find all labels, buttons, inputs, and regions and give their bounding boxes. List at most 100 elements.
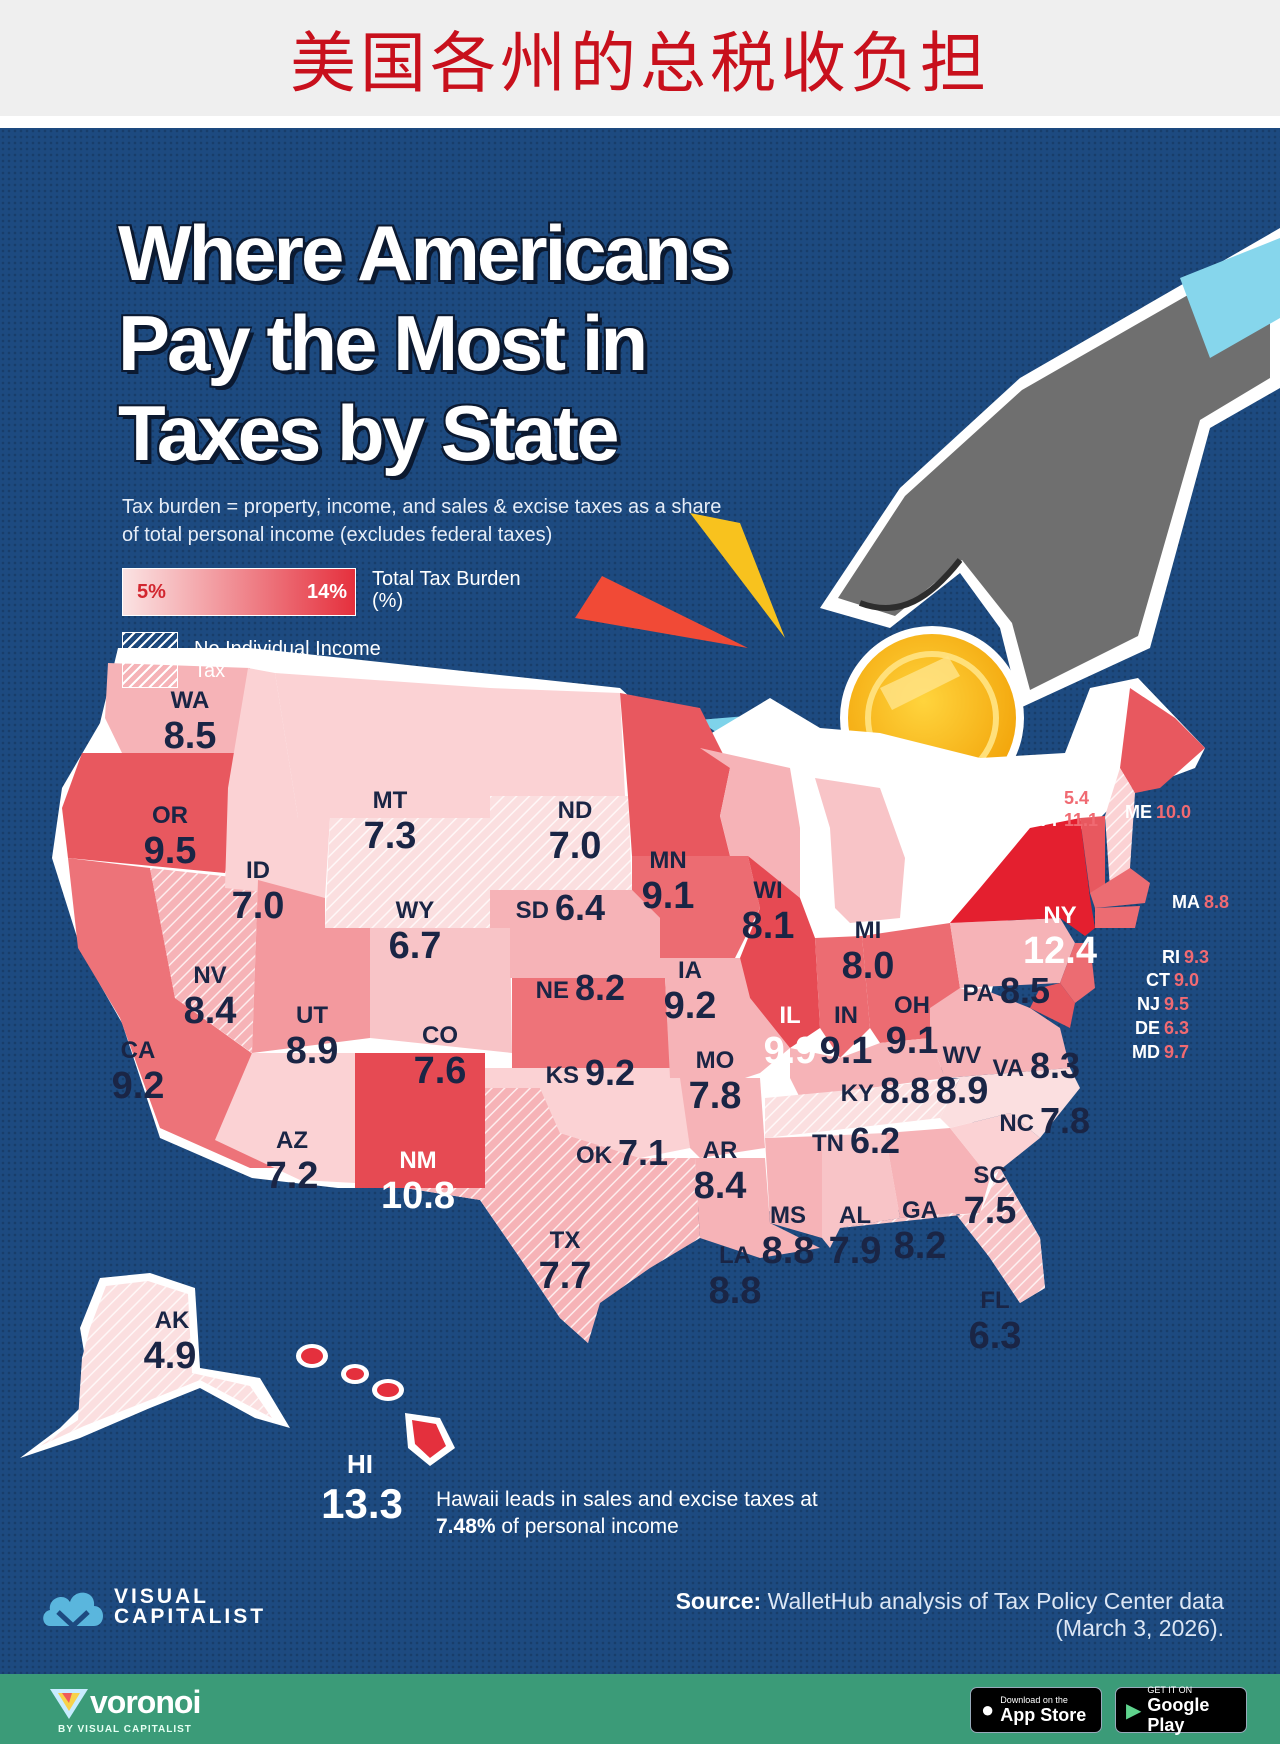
state-value-nd: 7.0: [549, 825, 602, 867]
state-value-nj: 9.5: [1164, 994, 1189, 1014]
headline-line-2: Pay the Most in: [118, 299, 648, 387]
state-abbr-ca: CA: [121, 1037, 156, 1064]
state-abbr-mt: MT: [373, 787, 408, 814]
state-ny-region: [950, 818, 1095, 936]
state-abbr-mn: MN: [649, 847, 686, 874]
state-abbr-md: MD: [1132, 1042, 1160, 1062]
state-ct-ri-region: [1095, 906, 1140, 928]
state-abbr-mi: MI: [855, 917, 882, 944]
state-abbr-de: DE: [1135, 1018, 1160, 1038]
state-value-tx: 7.7: [539, 1255, 592, 1297]
state-ne-region: [490, 890, 665, 978]
state-value-ia: 9.2: [664, 985, 717, 1027]
state-abbr-hi: HI: [347, 1449, 373, 1479]
legend-color-scale: 5% 14%: [122, 568, 356, 616]
hand-illustration: [820, 228, 1280, 708]
legend-max-label: 14%: [306, 581, 347, 603]
state-md-de-region: [1030, 983, 1075, 1028]
state-abbr-sc: SC: [973, 1162, 1006, 1189]
state-wy-hatch: [325, 818, 490, 928]
state-fl-hatch: [840, 1168, 1045, 1303]
state-value-pa: 8.5: [1000, 970, 1050, 1011]
googleplay-big-text: Google Play: [1147, 1695, 1210, 1735]
state-abbr-nc: NC: [999, 1110, 1034, 1137]
state-value-nm: 10.8: [381, 1175, 455, 1217]
app-store-button[interactable]: ● Download on the App Store: [970, 1687, 1102, 1733]
state-abbr-ny: NY: [1043, 902, 1076, 929]
state-ms-region: [765, 1136, 822, 1238]
state-abbr-il: IL: [779, 1002, 800, 1029]
state-value-va: 8.3: [1030, 1045, 1080, 1086]
state-value-wa: 8.5: [164, 715, 217, 757]
state-value-il: 9.9: [764, 1030, 817, 1072]
state-value-oh: 9.1: [886, 1020, 939, 1062]
chinese-title-banner: 美国各州的总税收负担: [0, 0, 1280, 116]
vc-line-2: CAPITALIST: [114, 1605, 267, 1628]
state-abbr-va: VA: [992, 1055, 1024, 1082]
state-value-ut: 8.9: [286, 1030, 339, 1072]
state-ia-region: [632, 856, 760, 958]
state-ut-region: [252, 880, 370, 1053]
state-id-region: [225, 668, 330, 898]
state-tn-hatch: [765, 1078, 960, 1138]
state-abbr-ne: NE: [536, 977, 569, 1004]
state-abbr-ga: GA: [902, 1197, 938, 1224]
state-abbr-ar: AR: [703, 1137, 738, 1164]
state-abbr-or: OR: [152, 802, 188, 829]
note-prefix: Hawaii leads in sales and excise taxes a…: [436, 1488, 818, 1511]
state-abbr-sd: SD: [516, 897, 549, 924]
state-sd-hatch: [490, 796, 632, 890]
state-mt-region: [275, 673, 490, 818]
state-value-la: 8.8: [709, 1270, 762, 1312]
state-ar-region: [680, 1078, 765, 1158]
google-play-button[interactable]: ▶ GET IT ON Google Play: [1115, 1685, 1247, 1735]
state-abbr-ut: UT: [296, 1002, 328, 1029]
state-value-mn: 9.1: [642, 875, 695, 917]
note-highlight: 7.48%: [436, 1515, 496, 1538]
vc-line-1: VISUAL: [114, 1585, 210, 1608]
state-abbr-nv: NV: [193, 962, 226, 989]
state-value-mi: 8.0: [842, 945, 895, 987]
state-abbr-mo: MO: [696, 1047, 735, 1074]
state-abbr-ms: MS: [770, 1202, 806, 1229]
voronoi-logo[interactable]: voronoi: [48, 1684, 201, 1721]
state-value-ct: 9.0: [1174, 970, 1199, 990]
state-mi-region: [815, 778, 905, 923]
state-nm-region: [355, 1053, 485, 1188]
state-value-ar: 8.4: [694, 1165, 747, 1207]
state-sc-region: [950, 1113, 1040, 1178]
state-abbr-ak: AK: [155, 1307, 190, 1334]
state-value-sd: 6.4: [555, 887, 605, 928]
state-abbr-nj: NJ: [1137, 994, 1160, 1014]
state-al-region: [822, 1133, 900, 1248]
state-abbr-la: LA: [719, 1242, 751, 1269]
state-abbr-ks: KS: [546, 1062, 579, 1089]
state-value-in: 9.1: [820, 1030, 873, 1072]
legend-scale-label: Total Tax Burden (%): [372, 568, 521, 612]
source-credit: Source: WalletHub analysis of Tax Policy…: [664, 1588, 1224, 1642]
state-tx-hatch: [405, 1088, 700, 1343]
state-value-de: 6.3: [1164, 1018, 1189, 1038]
state-wv-region: [930, 988, 990, 1058]
state-abbr-ok: OK: [576, 1142, 613, 1169]
state-la-region: [695, 1158, 820, 1258]
state-labels: WA8.5OR9.5CA9.2NV8.4ID7.0MT7.3WY6.7UT8.9…: [112, 687, 1229, 1527]
state-il-region: [740, 856, 820, 1048]
state-az-region: [215, 1053, 355, 1183]
state-value-co: 7.6: [414, 1050, 467, 1092]
state-ma-region: [1090, 868, 1150, 908]
hawaii-note: Hawaii leads in sales and excise taxes a…: [436, 1486, 856, 1540]
state-or-region: [62, 753, 248, 873]
cloud-logo-icon: [43, 1592, 103, 1630]
state-nj-region: [1060, 943, 1095, 1003]
state-nv-hatch: [150, 868, 258, 1053]
state-abbr-ma: MA: [1172, 892, 1200, 912]
state-value-id: 7.0: [232, 885, 285, 927]
state-abbr-pa: PA: [962, 980, 994, 1007]
alaska: [20, 1273, 290, 1458]
source-label: Source:: [675, 1588, 762, 1614]
state-abbr-wi: WI: [753, 877, 782, 904]
state-value-nc: 7.8: [1040, 1100, 1090, 1141]
headline-line-1: Where Americans: [118, 209, 732, 297]
state-nc-region: [940, 1068, 1080, 1138]
